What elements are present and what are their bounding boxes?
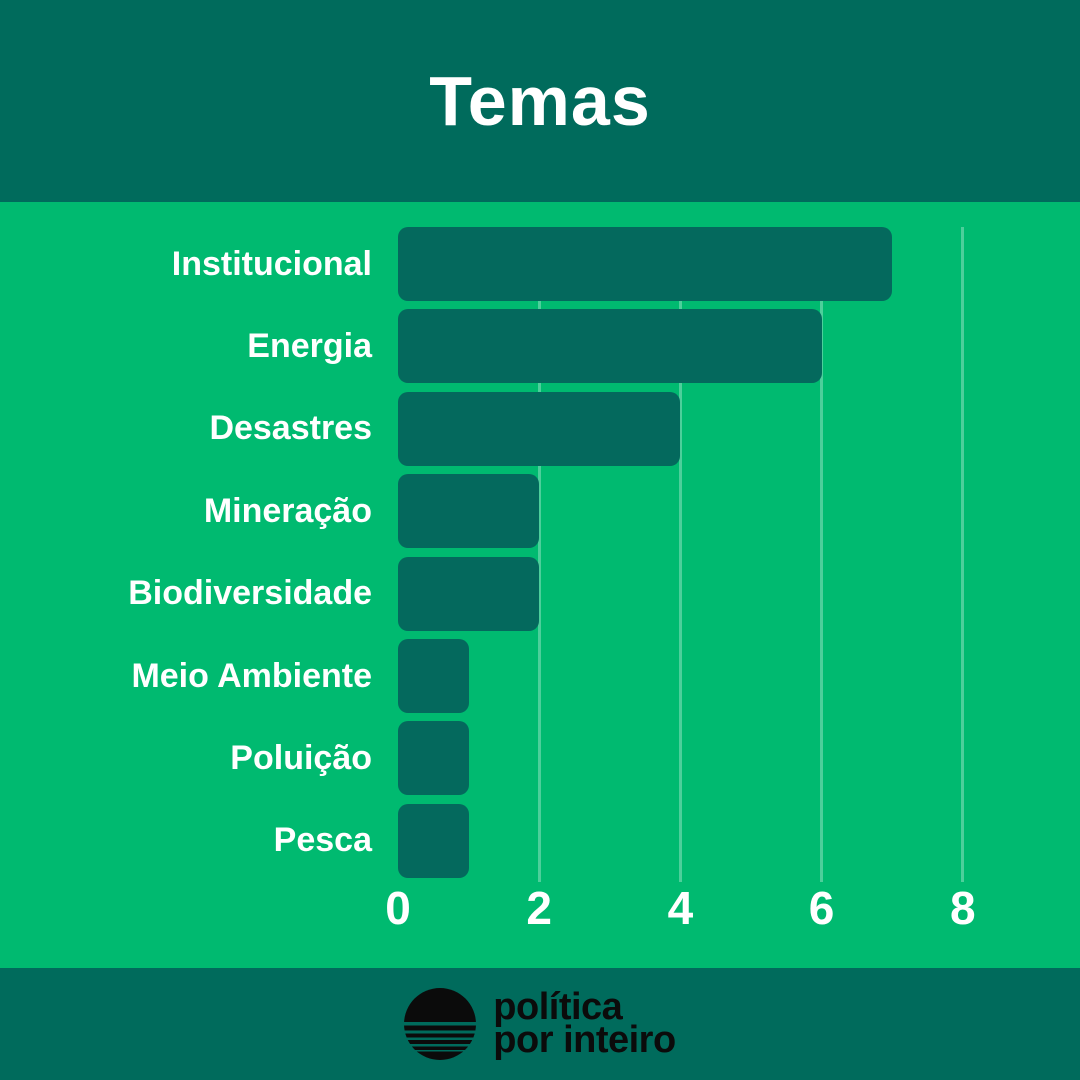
gridline-6 — [820, 227, 824, 882]
category-label-biodiversidade: Biodiversidade — [128, 574, 372, 613]
bar-poluicao — [398, 721, 469, 796]
gridline-8 — [961, 227, 965, 882]
category-label-institucional: Institucional — [171, 244, 372, 283]
x-tick-0: 0 — [385, 882, 411, 934]
bar-chart: Institucional Energia Desastres Mineração Bi… — [0, 202, 1080, 968]
bar-desastres — [398, 391, 681, 466]
bar-mineracao — [398, 474, 540, 549]
header-banner: Temas — [0, 0, 1080, 202]
brand-wordmark: política por inteiro — [493, 985, 676, 1061]
gridline-2 — [537, 227, 541, 882]
brand-wordmark-line1: política — [493, 985, 623, 1028]
x-tick-4: 4 — [667, 882, 694, 934]
chart-title: Temas — [429, 62, 651, 140]
x-tick-6: 6 — [808, 882, 835, 934]
bar-meio-ambiente — [398, 639, 469, 713]
bar-pesca — [398, 803, 469, 878]
category-label-mineracao: Mineração — [203, 491, 372, 530]
x-tick-2: 2 — [526, 882, 552, 934]
sun-horizon-stripes-icon — [404, 988, 477, 1060]
gridline-4 — [678, 227, 682, 882]
category-label-meio-ambiente: Meio Ambiente — [131, 656, 372, 695]
bar-institucional — [398, 227, 893, 301]
category-label-poluicao: Poluição — [230, 738, 372, 777]
category-label-desastres: Desastres — [209, 409, 372, 448]
bar-energia — [398, 309, 822, 384]
category-label-pesca: Pesca — [273, 821, 372, 860]
footer-banner: política por inteiro — [0, 968, 1080, 1080]
bar-biodiversidade — [398, 556, 540, 631]
brand-wordmark-line2: por inteiro — [493, 1019, 676, 1061]
category-label-energia: Energia — [247, 326, 372, 365]
x-tick-8: 8 — [950, 882, 976, 934]
